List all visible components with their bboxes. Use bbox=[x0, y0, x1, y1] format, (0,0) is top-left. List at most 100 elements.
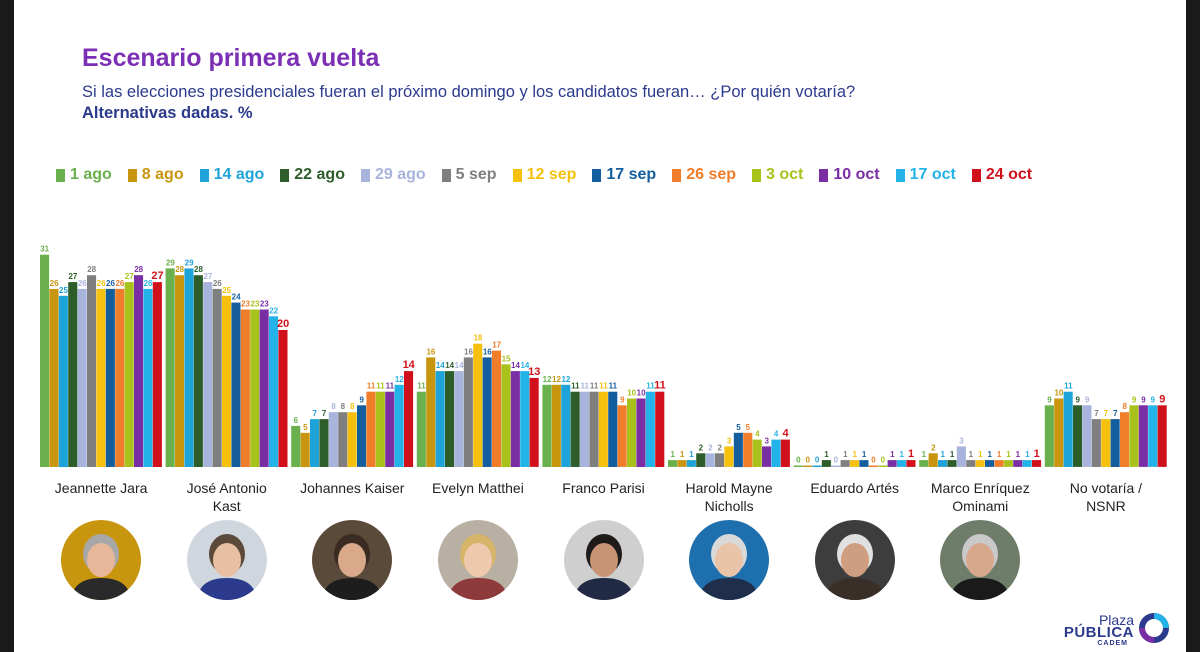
bar bbox=[994, 460, 1004, 467]
bar bbox=[821, 460, 831, 467]
bar bbox=[482, 357, 492, 467]
bar-value-label: 6 bbox=[294, 416, 299, 425]
bar-value-label: 17 bbox=[492, 341, 501, 350]
bar-value-label: 16 bbox=[426, 347, 435, 356]
bar-value-label: 25 bbox=[222, 286, 231, 295]
bar-value-label: 3 bbox=[959, 436, 964, 445]
bar bbox=[366, 391, 376, 467]
bar bbox=[240, 309, 250, 467]
bar bbox=[445, 371, 455, 467]
bar-value-label: 1 bbox=[899, 450, 904, 459]
portrait-icon bbox=[437, 520, 518, 600]
bar bbox=[212, 288, 222, 467]
bar bbox=[771, 439, 781, 467]
bar-value-label: 2 bbox=[708, 443, 713, 452]
candidate-photo bbox=[312, 520, 393, 600]
bar-value-label: 1 bbox=[689, 450, 694, 459]
bar-value-label: 0 bbox=[796, 456, 801, 465]
bar-value-label: 14 bbox=[520, 361, 529, 370]
bar-value-label: 14 bbox=[455, 361, 464, 370]
bar-value-label: 7 bbox=[322, 409, 327, 418]
bar bbox=[645, 391, 655, 467]
bar bbox=[529, 377, 539, 467]
legend-item: 8 ago bbox=[127, 166, 184, 184]
bar-value-label: 26 bbox=[144, 279, 153, 288]
bar-value-label: 8 bbox=[331, 402, 336, 411]
bar bbox=[608, 391, 618, 467]
portrait-icon bbox=[940, 520, 1021, 600]
bar bbox=[551, 384, 561, 467]
bar-value-label: 1 bbox=[843, 450, 848, 459]
bar-value-label: 1 bbox=[824, 450, 829, 459]
category-label: Ominami bbox=[952, 498, 1008, 514]
bar bbox=[724, 446, 734, 467]
bar-value-label: 11 bbox=[580, 382, 589, 391]
bar-value-label: 14 bbox=[436, 361, 445, 370]
bar bbox=[966, 460, 976, 467]
bar-value-label: 2 bbox=[931, 443, 936, 452]
bar bbox=[803, 465, 813, 467]
legend-swatch bbox=[280, 168, 290, 182]
bar bbox=[655, 391, 665, 467]
bar-value-label: 22 bbox=[269, 306, 278, 315]
bar bbox=[319, 419, 329, 467]
bar bbox=[589, 391, 599, 467]
legend-label: 5 sep bbox=[455, 166, 497, 183]
bar-value-label: 1 bbox=[670, 450, 675, 459]
bar bbox=[897, 460, 907, 467]
bar-value-label: 20 bbox=[277, 318, 289, 330]
portrait-icon bbox=[186, 520, 267, 600]
bar bbox=[520, 371, 530, 467]
bar-value-label: 4 bbox=[755, 430, 760, 439]
legend-label: 29 ago bbox=[374, 166, 426, 183]
bar bbox=[404, 371, 414, 467]
bar bbox=[193, 275, 203, 467]
legend: 1 ago 8 ago 14 ago 22 ago 29 ago 5 sep 12 sep 1… bbox=[56, 163, 1176, 187]
bar bbox=[1082, 405, 1092, 467]
legend-item: 12 sep bbox=[512, 166, 576, 184]
bar-value-label: 24 bbox=[232, 293, 241, 302]
category-label: Marco Enríquez bbox=[931, 480, 1030, 496]
chart-title: Escenario primera vuelta bbox=[82, 44, 380, 72]
bar-value-label: 1 bbox=[978, 450, 983, 459]
bar bbox=[338, 412, 348, 467]
legend-label: 22 ago bbox=[294, 166, 345, 183]
bar bbox=[105, 288, 115, 467]
bar bbox=[58, 295, 68, 468]
bar bbox=[375, 391, 385, 467]
bar bbox=[887, 460, 897, 467]
legend-label: 26 sep bbox=[686, 166, 737, 183]
bar bbox=[906, 460, 916, 467]
portrait-icon bbox=[563, 520, 644, 600]
bar bbox=[454, 371, 464, 467]
bar-value-label: 11 bbox=[599, 382, 608, 391]
bar bbox=[636, 398, 646, 467]
bar bbox=[278, 330, 288, 467]
category-label: Nicholls bbox=[705, 498, 754, 514]
right-margin bbox=[1186, 0, 1200, 652]
bar bbox=[617, 405, 627, 467]
bar-value-label: 28 bbox=[87, 265, 96, 274]
bar bbox=[938, 460, 948, 467]
bar bbox=[231, 302, 241, 467]
bar bbox=[259, 309, 269, 467]
bar-value-label: 16 bbox=[464, 347, 473, 356]
bar bbox=[473, 343, 483, 467]
legend-item: 14 ago bbox=[199, 166, 264, 184]
category-label: Eduardo Artés bbox=[810, 480, 899, 496]
bar-value-label: 1 bbox=[969, 450, 974, 459]
bar-value-label: 12 bbox=[561, 375, 570, 384]
bar-value-label: 9 bbox=[1047, 395, 1052, 404]
bar bbox=[1032, 460, 1042, 467]
legend-item: 3 oct bbox=[752, 166, 803, 184]
bar bbox=[435, 371, 445, 467]
bar bbox=[868, 465, 878, 467]
legend-swatch bbox=[441, 168, 451, 182]
bar-value-label: 8 bbox=[1122, 402, 1127, 411]
logo-line-2: PÚBLICA bbox=[1063, 624, 1134, 641]
bar-value-label: 1 bbox=[1006, 450, 1011, 459]
portrait-icon bbox=[312, 520, 393, 600]
bar-value-label: 0 bbox=[881, 456, 886, 465]
